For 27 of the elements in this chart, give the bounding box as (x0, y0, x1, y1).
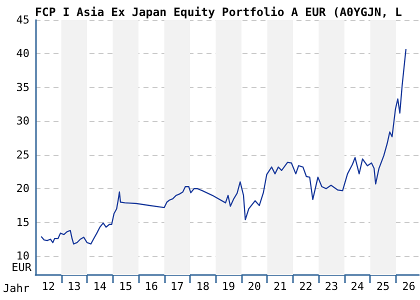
x-tick-label: 22 (299, 280, 312, 293)
x-tick-label: 13 (67, 280, 81, 293)
y-tick-label: 35 (16, 80, 30, 94)
x-tick-label: 26 (402, 280, 416, 293)
y-tick-label: 20 (16, 182, 30, 196)
y-axis-title: EUR (12, 261, 32, 274)
y-tick-label: 25 (16, 148, 30, 162)
x-tick-label: 18 (196, 280, 210, 293)
y-tick-label: 30 (16, 114, 30, 128)
line-series (40, 48, 407, 245)
y-tick-label: 15 (16, 216, 30, 229)
x-tick-label: 15 (118, 280, 132, 293)
chart-title: FCP I Asia Ex Japan Equity Portfolio A EUR (A0YGJN, L (35, 5, 402, 19)
x-tick-label: 16 (144, 280, 158, 293)
x-tick-label: 25 (376, 280, 390, 293)
x-tick-label: 12 (42, 280, 56, 293)
x-tick-label: 23 (324, 280, 338, 293)
x-tick-label: 17 (170, 280, 184, 293)
y-tick-label: 40 (16, 47, 30, 60)
x-axis-title: Jahr (2, 282, 30, 295)
x-tick-label: 21 (273, 280, 287, 293)
x-tick-label: 24 (350, 280, 364, 293)
y-tick-label: 45 (16, 14, 30, 26)
x-tick-label: 14 (93, 280, 107, 293)
x-tick-label: 20 (248, 280, 261, 293)
x-tick-label: 19 (222, 280, 236, 293)
y-tick-label: 10 (16, 250, 30, 263)
